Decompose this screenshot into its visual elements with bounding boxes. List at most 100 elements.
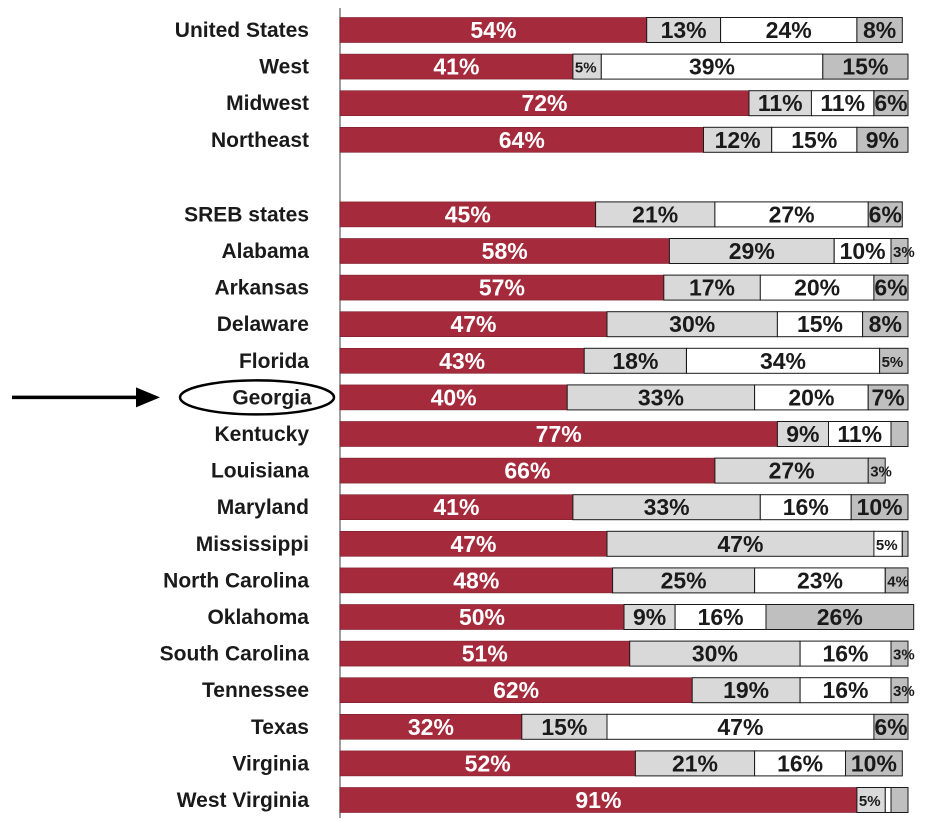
bar-segment	[606, 530, 875, 557]
bar-segment	[339, 750, 636, 777]
data-label: 13%	[661, 17, 707, 43]
data-label: 45%	[445, 201, 491, 227]
data-label: 57%	[479, 275, 525, 301]
data-label: 16%	[698, 604, 744, 630]
bar-segment	[339, 457, 716, 484]
data-label: 24%	[766, 17, 812, 43]
data-label: 15%	[797, 311, 843, 337]
highlight-ellipse	[178, 379, 336, 416]
category-label: West	[259, 56, 309, 79]
data-label: 9%	[786, 421, 819, 447]
bar-segment	[759, 494, 852, 521]
data-label: 32%	[408, 714, 454, 740]
bar-segment	[890, 677, 909, 704]
data-label: 58%	[482, 238, 528, 264]
data-label: 6%	[869, 201, 902, 227]
data-label: 7%	[871, 384, 904, 410]
data-label: 15%	[842, 54, 888, 80]
data-label: 47%	[450, 531, 496, 557]
bar-segment	[873, 274, 909, 301]
data-label: 72%	[521, 90, 567, 116]
data-label: 33%	[638, 384, 684, 410]
bar-segment	[828, 421, 892, 447]
data-label: 47%	[717, 531, 763, 557]
data-label: 30%	[692, 641, 738, 667]
bar-segment	[867, 457, 886, 484]
data-label: 8%	[863, 17, 896, 43]
data-label: 64%	[499, 127, 545, 153]
data-label: 62%	[493, 677, 539, 703]
data-label: 54%	[470, 17, 516, 43]
data-label: 4%	[887, 573, 909, 590]
data-label: 21%	[672, 750, 718, 776]
bar-segment	[623, 604, 676, 630]
bar-segment	[703, 126, 773, 153]
bar-segment	[566, 384, 756, 411]
bar-segment	[810, 90, 875, 117]
highlight-arrow-head	[136, 387, 160, 408]
bar-segment	[754, 384, 869, 411]
data-label: 6%	[874, 275, 907, 301]
data-label: 16%	[783, 494, 829, 520]
bar-segment	[867, 384, 909, 411]
bar-segment	[339, 384, 568, 411]
data-label: 9%	[633, 604, 666, 630]
data-label: 50%	[459, 604, 505, 630]
bar-segment	[890, 238, 909, 264]
data-label: 3%	[870, 464, 892, 481]
bar-segment	[521, 713, 608, 740]
data-label: 27%	[769, 458, 815, 484]
data-label: 5%	[882, 354, 904, 371]
data-label: 10%	[851, 750, 897, 776]
bar-segment	[776, 421, 830, 447]
data-label: 12%	[715, 127, 761, 153]
data-label: 17%	[689, 275, 735, 301]
bar-segment	[754, 567, 886, 594]
bar-segment	[339, 17, 648, 43]
data-label: 66%	[504, 458, 550, 484]
category-label: Arkansas	[214, 277, 309, 300]
data-label: 20%	[794, 275, 840, 301]
bar-segment	[879, 347, 909, 374]
bar-segment	[339, 90, 750, 116]
data-label: 15%	[791, 127, 837, 153]
data-label: 5%	[859, 793, 881, 810]
bar-segment	[822, 53, 909, 80]
bar-segment	[862, 311, 909, 338]
bar-segment	[845, 750, 903, 777]
category-label: Northeast	[211, 129, 309, 152]
data-label: 3%	[893, 244, 915, 261]
category-label: Georgia	[232, 386, 312, 409]
data-label: 8%	[869, 311, 902, 337]
bar-segment	[339, 347, 585, 374]
data-label: 23%	[797, 567, 843, 593]
bar-segment	[884, 787, 892, 813]
category-label: South Carolina	[160, 643, 310, 666]
bars-layer: 54% 13% 24% 8% 41% 5% 39% 15% 72% 11% 11% 6% 64% 12% 1…	[339, 17, 915, 813]
bar-segment	[339, 311, 608, 338]
bar-segment	[339, 530, 608, 557]
bar-segment	[776, 311, 864, 338]
data-label: 11%	[758, 90, 803, 116]
bar-segment	[339, 640, 631, 667]
bar-segment	[339, 238, 670, 264]
bar-segment	[606, 311, 778, 338]
highlight-layer	[12, 379, 336, 416]
data-label: 34%	[760, 348, 806, 374]
data-label: 5%	[575, 60, 597, 77]
data-label: 19%	[723, 677, 769, 703]
data-label: 5%	[876, 537, 898, 554]
bar-segment	[873, 713, 909, 740]
data-label: 41%	[433, 494, 479, 520]
category-label: Texas	[251, 716, 309, 739]
bar-segment	[339, 567, 613, 594]
data-label: 25%	[661, 567, 707, 593]
bar-segment	[720, 17, 858, 43]
category-labels: United States West Midwest Northeast SREB st…	[160, 19, 312, 812]
bar-segment	[339, 787, 858, 813]
bar-segment	[646, 17, 722, 43]
bar-segment	[850, 494, 909, 521]
bar-segment	[901, 530, 909, 557]
data-label: 27%	[769, 201, 815, 227]
bar-segment	[686, 347, 881, 374]
